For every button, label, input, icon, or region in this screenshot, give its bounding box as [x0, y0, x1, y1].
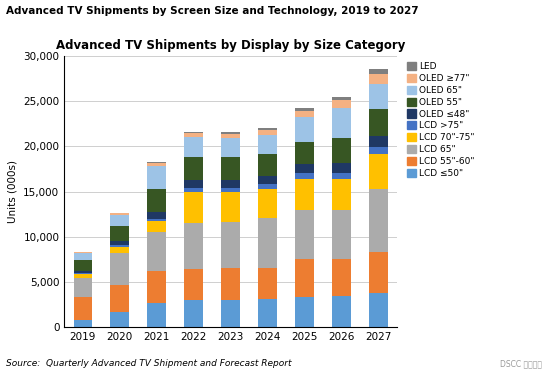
- Bar: [184, 132, 203, 133]
- Bar: [295, 164, 314, 173]
- Bar: [148, 232, 166, 271]
- Bar: [332, 108, 350, 138]
- Bar: [148, 212, 166, 219]
- Bar: [332, 260, 350, 296]
- Bar: [258, 130, 277, 135]
- Bar: [111, 285, 129, 312]
- Bar: [74, 260, 92, 271]
- Bar: [74, 274, 92, 278]
- Bar: [258, 176, 277, 185]
- Bar: [295, 179, 314, 210]
- Bar: [221, 132, 240, 134]
- Bar: [295, 298, 314, 327]
- Text: Advanced TV Shipments by Screen Size and Technology, 2019 to 2027: Advanced TV Shipments by Screen Size and…: [6, 6, 418, 16]
- Bar: [148, 189, 166, 212]
- Bar: [148, 221, 166, 232]
- Bar: [258, 299, 277, 327]
- Bar: [221, 157, 240, 180]
- Bar: [295, 111, 314, 117]
- Bar: [295, 210, 314, 260]
- Bar: [332, 210, 350, 260]
- Bar: [332, 138, 350, 163]
- Bar: [111, 241, 129, 245]
- Bar: [295, 108, 314, 111]
- Bar: [221, 192, 240, 222]
- Bar: [258, 185, 277, 189]
- Bar: [369, 137, 387, 147]
- Bar: [221, 134, 240, 138]
- Bar: [295, 260, 314, 298]
- Bar: [111, 213, 129, 215]
- Bar: [332, 100, 350, 108]
- Bar: [369, 109, 387, 137]
- Bar: [74, 273, 92, 274]
- Bar: [184, 300, 203, 327]
- Bar: [184, 180, 203, 188]
- Bar: [184, 192, 203, 223]
- Bar: [111, 253, 129, 285]
- Bar: [148, 219, 166, 221]
- Bar: [148, 162, 166, 163]
- Bar: [111, 215, 129, 226]
- Bar: [148, 303, 166, 327]
- Text: DSCC 研究咨询: DSCC 研究咨询: [500, 359, 542, 368]
- Bar: [369, 252, 387, 293]
- Bar: [369, 74, 387, 84]
- Bar: [295, 117, 314, 142]
- Bar: [184, 269, 203, 300]
- Bar: [74, 252, 92, 253]
- Bar: [111, 245, 129, 247]
- Bar: [295, 142, 314, 164]
- Bar: [184, 137, 203, 157]
- Bar: [111, 247, 129, 253]
- Bar: [369, 293, 387, 327]
- Bar: [332, 96, 350, 100]
- Bar: [74, 298, 92, 320]
- Bar: [221, 180, 240, 188]
- Bar: [111, 312, 129, 327]
- Y-axis label: Units (000s): Units (000s): [8, 160, 18, 223]
- Bar: [148, 166, 166, 189]
- Bar: [111, 226, 129, 241]
- Bar: [148, 271, 166, 303]
- Bar: [332, 173, 350, 179]
- Bar: [258, 267, 277, 299]
- Bar: [295, 173, 314, 179]
- Bar: [74, 271, 92, 273]
- Bar: [369, 189, 387, 252]
- Bar: [184, 133, 203, 137]
- Title: Advanced TV Shipments by Display by Size Category: Advanced TV Shipments by Display by Size…: [56, 39, 405, 52]
- Bar: [184, 188, 203, 192]
- Bar: [221, 267, 240, 300]
- Bar: [221, 138, 240, 157]
- Bar: [74, 278, 92, 298]
- Bar: [74, 320, 92, 327]
- Bar: [332, 296, 350, 327]
- Bar: [258, 218, 277, 267]
- Bar: [258, 189, 277, 218]
- Bar: [184, 223, 203, 269]
- Bar: [369, 69, 387, 74]
- Text: Source:  Quarterly Advanced TV Shipment and Forecast Report: Source: Quarterly Advanced TV Shipment a…: [6, 359, 291, 368]
- Bar: [221, 300, 240, 327]
- Bar: [221, 222, 240, 267]
- Bar: [332, 163, 350, 173]
- Bar: [369, 84, 387, 109]
- Bar: [369, 147, 387, 154]
- Bar: [258, 135, 277, 154]
- Bar: [258, 128, 277, 130]
- Bar: [74, 253, 92, 260]
- Bar: [369, 154, 387, 189]
- Legend: LED, OLED ≥77", OLED 65", OLED 55", OLED ≤48", LCD >75", LCD 70"-75", LCD 65", L: LED, OLED ≥77", OLED 65", OLED 55", OLED…: [405, 60, 476, 180]
- Bar: [184, 157, 203, 180]
- Bar: [258, 154, 277, 176]
- Bar: [332, 179, 350, 210]
- Bar: [148, 163, 166, 166]
- Bar: [221, 188, 240, 192]
